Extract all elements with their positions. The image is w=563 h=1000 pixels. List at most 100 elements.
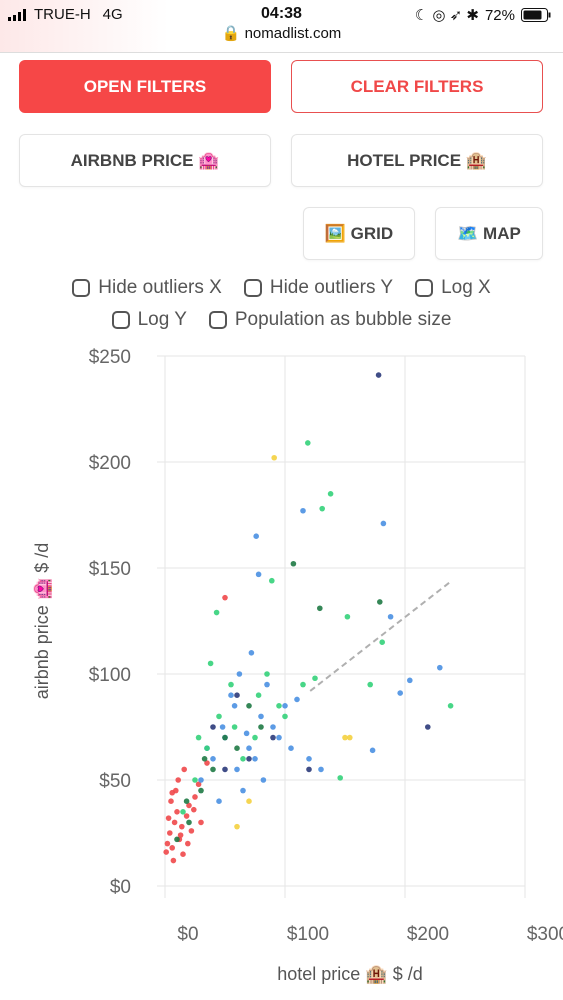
data-point [240, 787, 246, 794]
data-point [258, 724, 264, 730]
data-point [198, 819, 204, 826]
data-point [387, 613, 394, 620]
signal-icon [8, 8, 26, 21]
status-icons: ☾ ◎ ➶ ✱ [414, 7, 479, 24]
sort-hotel-button[interactable]: HOTEL PRICE 🏨 [291, 134, 543, 187]
data-point [222, 766, 228, 773]
data-point [300, 681, 306, 688]
data-point [255, 571, 262, 578]
data-point [248, 650, 255, 656]
battery: ☾ ◎ ➶ ✱ 72% [415, 6, 551, 24]
data-point [186, 819, 192, 826]
battery-level: 72% [484, 6, 515, 24]
data-point [306, 766, 312, 773]
data-point [282, 713, 288, 720]
data-point [252, 756, 258, 762]
data-point [369, 747, 376, 754]
option[interactable]: Hide outliers X [72, 277, 222, 299]
checkbox[interactable] [72, 279, 91, 297]
data-point [252, 734, 258, 741]
options-row: Log Y Population as bubble size [0, 309, 563, 331]
data-point [246, 798, 252, 804]
grid-view-button[interactable]: 🖼️ GRID [303, 207, 415, 260]
data-point [264, 671, 270, 677]
data-point [192, 794, 198, 800]
data-point [222, 594, 228, 601]
data-point [319, 505, 326, 512]
checkbox[interactable] [415, 279, 434, 297]
data-point [198, 787, 204, 794]
data-point [269, 577, 275, 584]
y-tick-label: $50 [99, 771, 131, 792]
data-point [168, 798, 174, 804]
data-point [344, 613, 351, 620]
data-point [306, 756, 312, 762]
option[interactable]: Log X [415, 277, 491, 299]
checkbox[interactable] [208, 311, 227, 329]
data-point [234, 692, 240, 698]
open-filters-button[interactable]: OPEN FILTERS [19, 60, 271, 113]
checkbox[interactable] [111, 311, 130, 329]
data-point [183, 813, 190, 819]
data-point [231, 703, 238, 709]
data-point [204, 745, 210, 751]
data-point [234, 745, 240, 751]
option[interactable]: Population as bubble size [208, 309, 452, 331]
data-point [337, 775, 344, 781]
y-tick-label: $100 [89, 665, 131, 686]
data-point [260, 777, 267, 783]
scatter-chart: hotel price 🏨 $ /d airbnb price 🏩 $ /d $… [32, 347, 563, 985]
data-point [246, 745, 252, 751]
data-point [183, 798, 190, 804]
data-point [179, 823, 185, 830]
data-point [347, 734, 353, 741]
checkbox[interactable] [243, 279, 262, 297]
sort-airbnb-button[interactable]: AIRBNB PRICE 🏩 [19, 134, 271, 187]
data-point [246, 756, 252, 762]
data-point [180, 851, 186, 857]
data-point [165, 815, 172, 821]
data-point [342, 734, 348, 741]
status-bar [0, 0, 563, 53]
data-point [271, 454, 278, 461]
data-point [174, 809, 180, 815]
data-point [204, 760, 210, 766]
x-tick-label: $300 [527, 924, 563, 945]
data-point [270, 724, 276, 730]
url-bar[interactable]: 🔒 nomadlist.com [221, 25, 342, 42]
battery-icon [521, 8, 551, 22]
clear-filters-button[interactable]: CLEAR FILTERS [291, 60, 543, 113]
data-point [195, 781, 202, 788]
data-point [181, 766, 187, 773]
data-point [375, 372, 382, 378]
data-point [210, 756, 216, 762]
data-point [380, 520, 387, 527]
data-point [276, 734, 282, 741]
data-point [216, 798, 222, 804]
data-point [174, 836, 180, 843]
option[interactable]: Hide outliers Y [243, 277, 393, 299]
data-point [447, 703, 454, 709]
option-label: Population as bubble size [234, 309, 452, 330]
option[interactable]: Log Y [111, 309, 187, 331]
data-point [170, 857, 177, 864]
data-point [185, 840, 191, 847]
data-point [377, 599, 383, 605]
data-point [264, 681, 270, 688]
data-point [290, 560, 297, 567]
data-point [317, 605, 323, 612]
data-point [318, 766, 324, 773]
data-point [282, 703, 288, 709]
data-point [425, 724, 431, 730]
data-point [305, 440, 311, 446]
map-view-button[interactable]: 🗺️ MAP [435, 207, 543, 260]
data-point [167, 830, 173, 836]
data-point [210, 724, 216, 730]
data-point [379, 639, 386, 645]
carrier: TRUE-H 4G [8, 6, 123, 23]
data-point [188, 828, 195, 834]
data-point [294, 696, 300, 703]
data-point [255, 692, 262, 698]
data-point [207, 660, 214, 667]
